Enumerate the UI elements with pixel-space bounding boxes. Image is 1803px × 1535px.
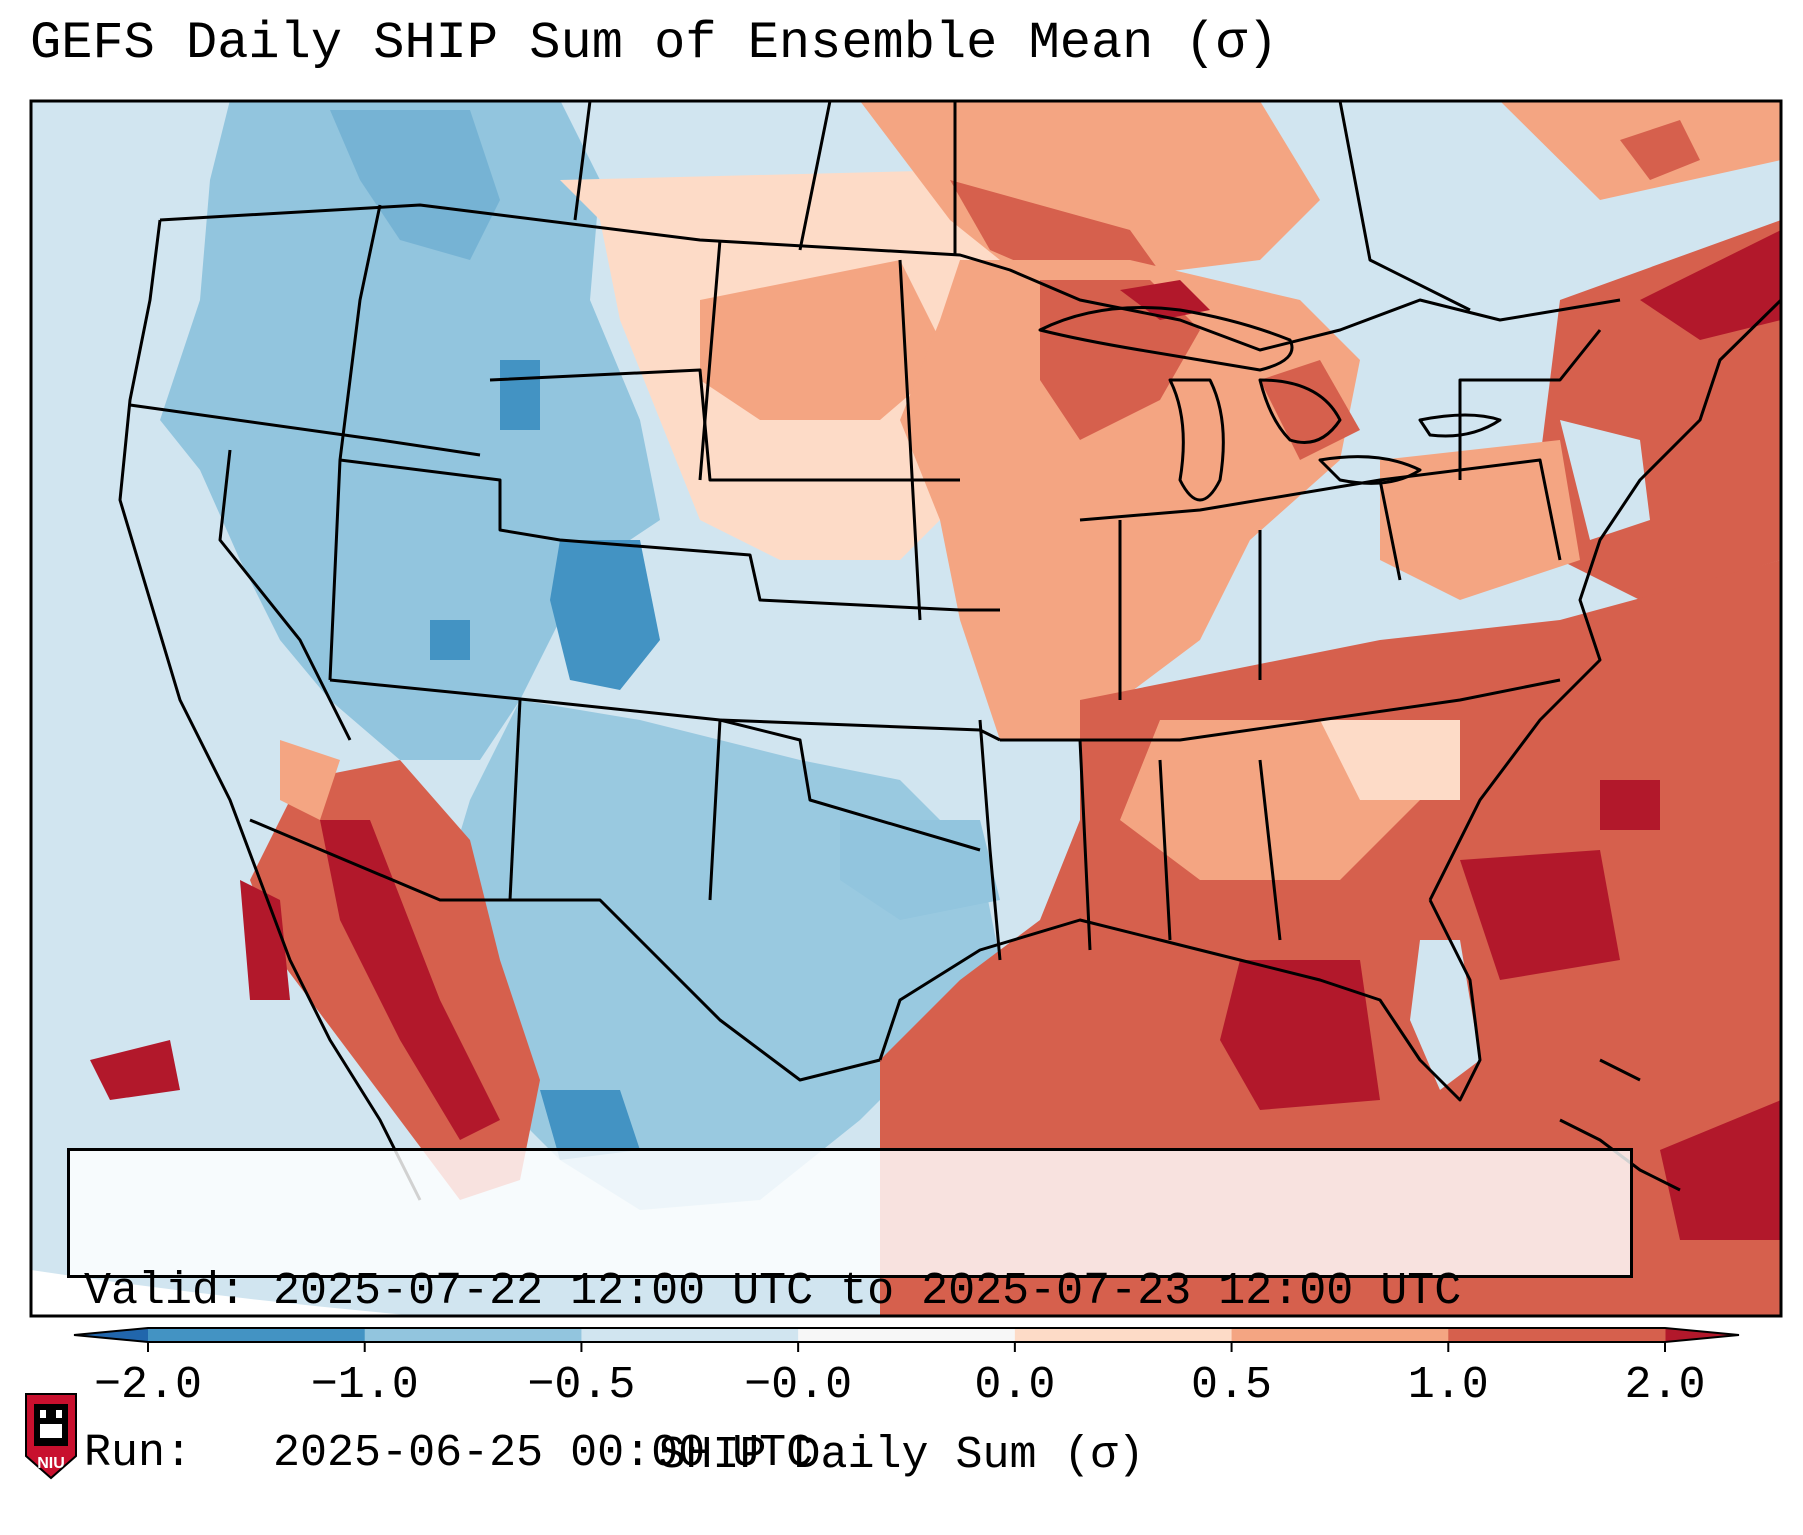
ny-line xyxy=(1458,329,1602,480)
colorbar-tick-label: 1.0 xyxy=(1407,1360,1489,1411)
blue-patch-nj xyxy=(1560,420,1650,540)
niu-logo: NIU xyxy=(25,1393,77,1480)
az-nm-line xyxy=(508,699,522,901)
pacific-coast xyxy=(118,219,422,1201)
lake-michigan xyxy=(1168,378,1225,502)
south-verticals xyxy=(978,719,1282,961)
id-west xyxy=(328,204,382,681)
blue-patch-wy xyxy=(500,360,540,430)
darkred-maine xyxy=(1640,230,1781,340)
anomaly-field xyxy=(90,101,1781,1316)
map-panel xyxy=(29,99,1783,1318)
blue-core-co xyxy=(550,540,660,690)
logo-window xyxy=(40,1410,46,1418)
colorbar xyxy=(73,1327,1740,1352)
blue-patch-mx xyxy=(540,1090,640,1160)
darkred-gulf-east xyxy=(1220,960,1380,1110)
canada-provinces xyxy=(573,101,1471,312)
salmon-socal xyxy=(280,740,340,820)
map-frame xyxy=(29,99,1783,1318)
darkred-patch-atl xyxy=(1600,780,1660,830)
tn-nc-line xyxy=(1000,678,1561,742)
colorbar-tick-label: −1.0 xyxy=(310,1360,419,1411)
colorbar-segment xyxy=(364,1328,582,1342)
peach-carolina xyxy=(1320,720,1460,800)
lake-ontario xyxy=(1418,413,1502,438)
colorbar-tick-label: 2.0 xyxy=(1624,1360,1706,1411)
logo-text: NIU xyxy=(37,1455,65,1472)
colorbar-extend-low xyxy=(74,1328,148,1342)
blue-patch-ut xyxy=(430,620,470,660)
blue-northwest xyxy=(160,101,660,760)
central-line-a xyxy=(339,458,1000,612)
blue-patch-florida xyxy=(1410,940,1480,1090)
red-southeast xyxy=(880,560,1781,1316)
darkred-atlantic xyxy=(1460,850,1620,980)
info-box: Valid: 2025-07-22 12:00 UTC to 2025-07-2… xyxy=(67,1148,1633,1479)
logo-window xyxy=(56,1410,62,1418)
colorbar-tick-label: −0.5 xyxy=(527,1360,636,1411)
atlantic-coast xyxy=(1428,298,1781,901)
lake-erie xyxy=(1318,455,1422,485)
lake-superior xyxy=(1038,306,1294,372)
valid-line: Valid: 2025-07-22 12:00 UTC to 2025-07-2… xyxy=(84,1265,1616,1319)
gulf-coast xyxy=(878,899,1482,1102)
red-patch-nl xyxy=(1620,120,1700,180)
nm-tx-line xyxy=(708,718,981,901)
colorbar-segment xyxy=(148,1328,366,1342)
boundaries xyxy=(118,101,1781,1201)
valid-label: Valid: xyxy=(84,1266,247,1317)
blue-patch-wa xyxy=(330,110,500,260)
colorbar-segment xyxy=(798,1328,1016,1342)
chart-title: GEFS Daily SHIP Sum of Ensemble Mean (σ) xyxy=(30,14,1279,73)
valid-value: 2025-07-22 12:00 UTC to 2025-07-23 12:00… xyxy=(273,1266,1462,1317)
salmon-canada xyxy=(860,101,1320,280)
colorbar-extend-high xyxy=(1665,1328,1739,1342)
run-line: Run: 2025-06-25 00:00 UTC xyxy=(84,1427,1616,1481)
lake-huron xyxy=(1258,378,1342,444)
ca-nv-line xyxy=(218,449,352,741)
colorbar-segment xyxy=(581,1328,799,1342)
darkred-pacific xyxy=(90,1040,180,1100)
mexico-border xyxy=(249,818,881,1082)
darkred-gulf-ca xyxy=(320,820,500,1140)
midwest-verticals xyxy=(1118,479,1402,700)
salmon-pa xyxy=(1380,440,1580,600)
us-canada-border xyxy=(159,203,1621,352)
colorbar-tick-label: −0.0 xyxy=(744,1360,853,1411)
run-value: 2025-06-25 00:00 UTC xyxy=(273,1428,814,1479)
salmon-midwest xyxy=(900,260,1360,740)
colorbar-segment xyxy=(1014,1328,1233,1342)
colorbar-tick-label: 0.0 xyxy=(974,1360,1056,1411)
or-wa-line xyxy=(129,403,481,457)
run-label: Run: xyxy=(84,1428,193,1479)
plains-verticals xyxy=(698,239,922,621)
logo-window xyxy=(40,1424,62,1438)
red-patch-mi xyxy=(1260,360,1360,460)
colorbar-segment xyxy=(1448,1328,1666,1342)
colorbar-tick-label: 0.5 xyxy=(1191,1360,1273,1411)
darkred-bahamas xyxy=(1660,1100,1781,1240)
colorbar-segment xyxy=(1231,1328,1449,1342)
darkred-sd xyxy=(240,880,290,1000)
colorbar-label: SHIP Daily Sum (σ) xyxy=(658,1430,1145,1481)
colorbar-tick-label: −2.0 xyxy=(93,1360,203,1411)
salmon-dakotas xyxy=(700,260,950,420)
